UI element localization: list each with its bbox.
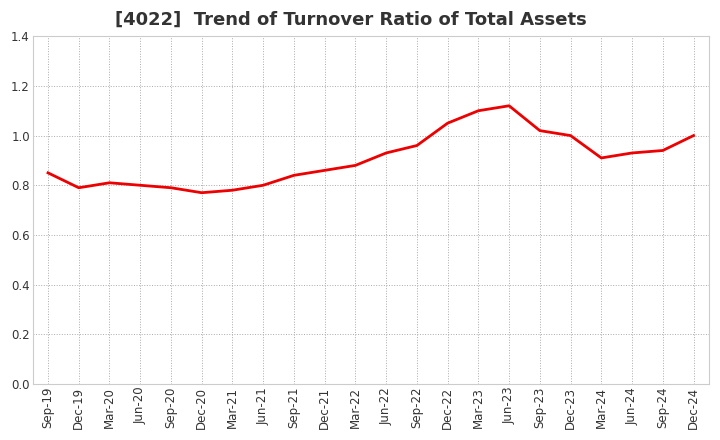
Title: [4022]  Trend of Turnover Ratio of Total Assets: [4022] Trend of Turnover Ratio of Total …	[114, 11, 586, 29]
